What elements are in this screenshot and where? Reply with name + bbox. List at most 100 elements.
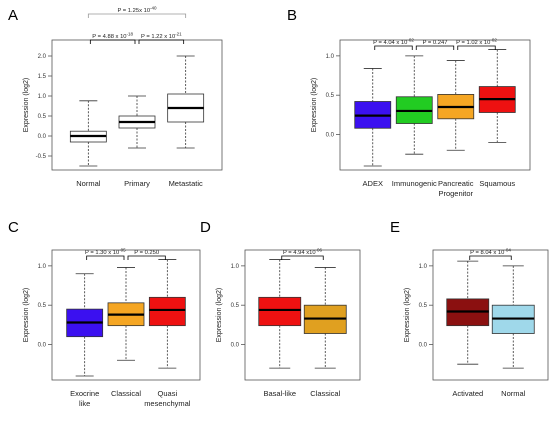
box-exocrine-like — [66, 273, 104, 377]
y-axis-label: Expression (log2) — [311, 78, 318, 132]
y-tick-label: 0.5 — [38, 303, 47, 309]
category-label: Squamous — [479, 179, 515, 188]
p-value-label: P = 1.02 x 10-02 — [456, 38, 497, 47]
y-tick-label: 0.5 — [231, 303, 240, 309]
box-body — [258, 296, 302, 327]
plot-frame — [244, 249, 361, 381]
box-normal — [69, 100, 107, 167]
comparison-bracket: P = 4.88 x 10-18 — [89, 32, 136, 44]
panel-letter: E — [390, 219, 400, 236]
box-squamous — [478, 49, 516, 143]
p-value-label: P = 4.88 x 10-18 — [92, 32, 133, 41]
p-value-label: P = 1.25x 10-40 — [117, 6, 157, 15]
y-axis-label: Expression (log2) — [216, 288, 223, 342]
box-basal-like — [258, 259, 302, 369]
y-tick-label: 2.0 — [38, 54, 47, 60]
p-value-label: P = 0.250 — [134, 250, 159, 256]
y-tick-label: 1.0 — [38, 94, 47, 100]
box-primary — [118, 95, 156, 149]
category-label: Classical — [111, 389, 141, 398]
box-body — [148, 296, 186, 327]
plot-frame — [432, 249, 549, 381]
panel-a: A -0.5 0.0 0.5 1.0 1.5 2.0 Expression (log2) Nor… — [8, 6, 223, 188]
y-tick-label: 0.0 — [38, 343, 47, 349]
category-label: Pancreatic — [438, 179, 474, 188]
bracket-line — [281, 255, 324, 260]
bracket-line — [457, 45, 496, 50]
category-label: Basal-like — [263, 389, 296, 398]
panel-e: E 0.0 0.5 1.0 Expression (log2) Activated Norm… — [390, 219, 549, 398]
y-tick-label: 0.0 — [419, 343, 428, 349]
panel-letter: B — [287, 7, 297, 24]
y-tick-label: 0.0 — [231, 343, 240, 349]
panel-letter: C — [8, 219, 19, 236]
comparison-bracket: P = 0.250 — [127, 250, 166, 260]
y-tick-label: 1.0 — [38, 264, 47, 270]
category-label: Progenitor — [438, 189, 473, 198]
panel-b: B 0.0 0.5 1.0 Expression (log2) ADEX Immunogen… — [287, 7, 531, 198]
bracket-line — [89, 39, 136, 44]
comparison-bracket: P = 4.94 x10-06 — [281, 248, 324, 260]
y-tick-label: 1.0 — [419, 264, 428, 270]
y-tick-label: 0.0 — [38, 134, 47, 140]
p-value-label: P = 4.94 x10-06 — [283, 248, 323, 257]
bracket-line — [374, 45, 413, 50]
box-classical — [303, 267, 347, 369]
panel-d: D 0.0 0.5 1.0 Expression (log2) Basal-like Cla… — [200, 219, 361, 398]
category-label: Activated — [452, 389, 483, 398]
box-pancreatic-progenitor — [437, 60, 475, 151]
category-label: mesenchymal — [144, 399, 191, 408]
category-label: like — [79, 399, 90, 408]
bracket-line — [138, 39, 185, 44]
comparison-bracket: P = 1.02 x 10-02 — [456, 38, 497, 50]
plot-frame — [51, 249, 201, 381]
category-label: Normal — [501, 389, 526, 398]
box-adex — [354, 68, 392, 167]
plot-frame — [51, 39, 223, 171]
y-tick-label: 0.5 — [419, 303, 428, 309]
comparison-bracket: P = 0.247 — [415, 40, 455, 50]
y-tick-label: 0.5 — [326, 93, 335, 99]
y-tick-label: 0.0 — [326, 133, 335, 139]
plot-frame — [339, 39, 531, 171]
category-label: Primary — [124, 179, 150, 188]
category-label: ADEX — [363, 179, 383, 188]
category-label: Quasi — [158, 389, 178, 398]
box-quasi-mesenchymal — [148, 259, 186, 369]
category-label: Classical — [310, 389, 340, 398]
y-tick-label: 0.5 — [38, 114, 47, 120]
comparison-bracket: P = 1.22 x 10-21 — [138, 32, 185, 44]
p-value-label: P = 0.247 — [423, 40, 448, 46]
panel-letter: A — [8, 7, 18, 24]
p-value-label: P = 8.04 x 10-04 — [470, 248, 511, 257]
category-label: Exocrine — [70, 389, 99, 398]
bracket-line — [415, 45, 455, 50]
y-tick-label: 1.5 — [38, 74, 47, 80]
bracket-line — [127, 255, 166, 260]
y-axis-label: Expression (log2) — [23, 288, 30, 342]
box-activated — [446, 260, 490, 365]
y-tick-label: 1.0 — [231, 264, 240, 270]
category-label: Immunogenic — [392, 179, 437, 188]
box-immunogenic — [395, 55, 433, 155]
comparison-bracket: P = 1.30 x 10-05 — [85, 248, 126, 260]
box-classical — [107, 267, 145, 361]
p-value-label: P = 1.30 x 10-05 — [85, 248, 126, 257]
panel-letter: D — [200, 219, 211, 236]
box-normal — [491, 265, 535, 369]
category-label: Normal — [76, 179, 101, 188]
y-tick-label: -0.5 — [36, 154, 47, 160]
y-axis-label: Expression (log2) — [23, 78, 30, 132]
category-label: Metastatic — [169, 179, 203, 188]
bracket-line — [87, 13, 187, 18]
comparison-bracket: P = 4.04 x 10-02 — [373, 38, 414, 50]
box-metastatic — [167, 55, 205, 149]
bracket-line — [469, 255, 512, 260]
y-axis-label: Expression (log2) — [404, 288, 411, 342]
bracket-line — [86, 255, 125, 260]
comparison-bracket: P = 1.25x 10-40 — [87, 6, 187, 18]
y-tick-label: 1.0 — [326, 54, 335, 60]
p-value-label: P = 1.22 x 10-21 — [141, 32, 182, 41]
